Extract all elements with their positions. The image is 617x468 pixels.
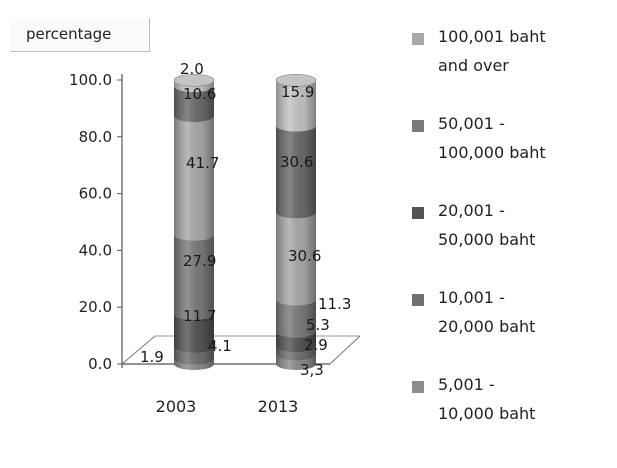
legend-item: 100,001 baht and over xyxy=(412,22,612,109)
y-tick-label: 20.0 xyxy=(79,298,112,316)
bar-layer xyxy=(173,73,317,370)
data-label: 2.9 xyxy=(304,336,328,354)
y-tick-label: 0.0 xyxy=(88,355,112,373)
legend-swatch xyxy=(412,294,424,306)
legend-label: 10,001 - 20,000 baht xyxy=(438,288,536,336)
legend-swatch xyxy=(412,120,424,132)
bar-segment-shading xyxy=(276,346,316,361)
category-label: 2013 xyxy=(258,397,299,416)
data-label: 15.9 xyxy=(281,83,314,101)
legend-label: 50,001 - 100,000 baht xyxy=(438,114,546,162)
y-axis-title: percentage xyxy=(10,18,150,52)
data-label: 5.3 xyxy=(306,316,330,334)
floor-edge-right xyxy=(329,335,361,365)
bar-segment-shading xyxy=(174,313,214,353)
y-tick-label: 80.0 xyxy=(79,128,112,146)
data-label: 10.6 xyxy=(183,85,216,103)
legend-swatch xyxy=(412,207,424,219)
data-label: 41.7 xyxy=(186,154,219,172)
y-tick-label: 60.0 xyxy=(79,185,112,203)
legend-item: 50,001 - 100,000 baht xyxy=(412,109,612,196)
bar-segment-shading xyxy=(276,299,316,338)
bar-segment-shading xyxy=(276,212,316,306)
legend-swatch xyxy=(412,381,424,393)
legend-swatch xyxy=(412,33,424,45)
bar-segment-shading xyxy=(174,234,214,320)
bar-segment-shading xyxy=(276,354,316,370)
data-label: 3,3 xyxy=(300,361,324,379)
y-tick-label: 100.0 xyxy=(69,71,112,89)
legend-item: 20,001 - 50,000 baht xyxy=(412,196,612,283)
label-layer: 1.9 3,3 4.1 2.9 11.7 5.3 27.9 11.3 41.7 30.6 10.6 3… xyxy=(140,60,351,379)
bar-segment-shading xyxy=(174,358,214,370)
legend-label: 100,001 baht and over xyxy=(438,27,546,75)
category-label: 2003 xyxy=(156,397,197,416)
bar-segment-shading xyxy=(276,80,316,132)
data-label: 11.3 xyxy=(318,295,351,313)
legend-item: 5,001 - 10,000 baht xyxy=(412,370,612,457)
bar-segment-shading xyxy=(276,125,316,219)
bar-segment-shading xyxy=(174,346,214,365)
data-label: 11.7 xyxy=(183,307,216,325)
bar-segment-shading xyxy=(174,85,214,123)
data-label: 4.1 xyxy=(208,337,232,355)
data-label: 1.9 xyxy=(140,348,164,366)
legend-label: 20,001 - 50,000 baht xyxy=(438,201,536,249)
y-tick-label: 40.0 xyxy=(79,241,112,259)
data-label: 30.6 xyxy=(280,153,313,171)
legend-item: 10,001 - 20,000 baht xyxy=(412,283,612,370)
axis-layer: 0.0 20.0 40.0 60.0 80.0 100.0 2003 2013 xyxy=(69,71,361,416)
bar-top-cap xyxy=(275,73,317,87)
bar-top-cap xyxy=(173,73,215,87)
data-label: 27.9 xyxy=(183,252,216,270)
legend-label: 5,001 - 10,000 baht xyxy=(438,375,536,423)
legend: 100,001 baht and over 50,001 - 100,000 ba… xyxy=(412,22,612,457)
data-label: 30.6 xyxy=(288,247,321,265)
bar-segment-shading xyxy=(174,116,214,241)
bar-segment-shading xyxy=(276,331,316,353)
bar-segment-shading xyxy=(174,80,214,92)
data-label: 2.0 xyxy=(180,60,204,78)
floor-edge-left xyxy=(121,335,156,365)
